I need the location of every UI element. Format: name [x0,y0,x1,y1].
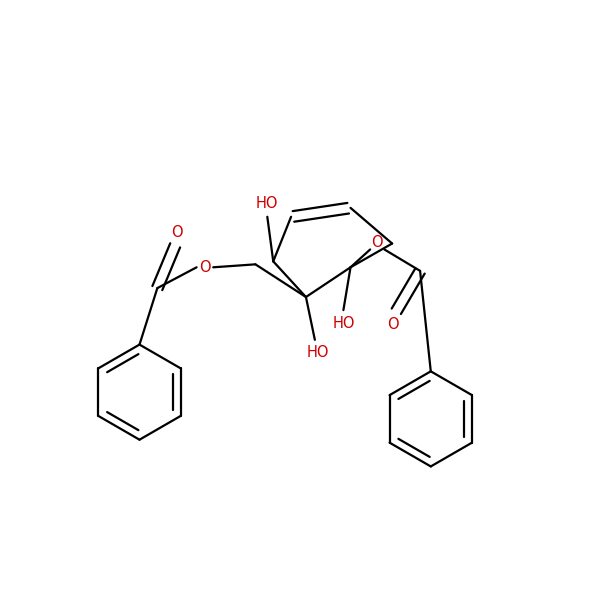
Text: O: O [388,317,399,332]
Text: HO: HO [256,196,278,211]
Text: O: O [199,260,211,275]
Text: HO: HO [307,346,329,361]
Text: O: O [371,235,383,250]
Text: O: O [171,225,183,240]
Text: HO: HO [332,316,355,331]
